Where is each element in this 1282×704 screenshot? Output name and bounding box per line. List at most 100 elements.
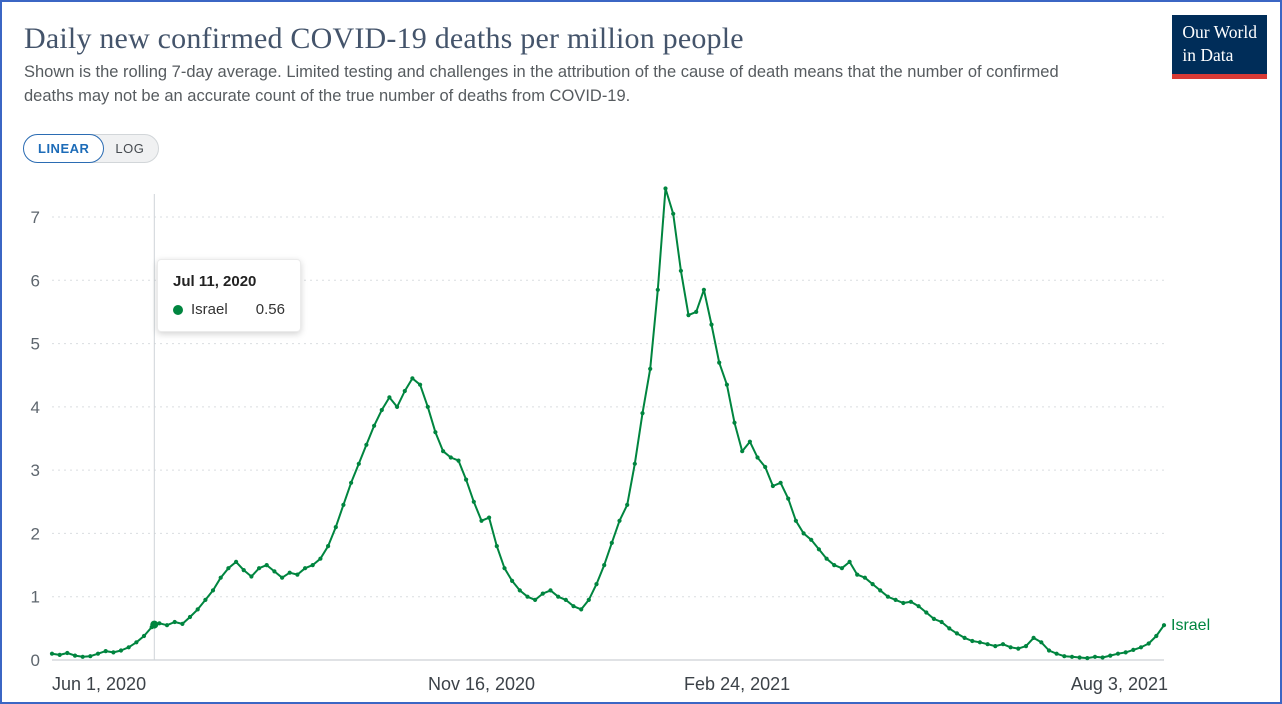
data-point[interactable] <box>456 458 461 463</box>
data-point[interactable] <box>602 563 607 568</box>
data-point[interactable] <box>648 366 653 371</box>
data-point[interactable] <box>916 604 921 609</box>
data-point[interactable] <box>901 600 906 606</box>
data-point[interactable] <box>609 540 614 545</box>
data-point[interactable] <box>494 544 499 549</box>
data-point[interactable] <box>180 621 185 626</box>
data-point[interactable] <box>778 480 783 485</box>
data-point[interactable] <box>579 607 584 612</box>
data-point[interactable] <box>678 268 684 273</box>
data-point[interactable] <box>885 594 891 599</box>
data-point[interactable] <box>134 640 139 645</box>
data-point[interactable] <box>893 597 898 602</box>
data-point[interactable] <box>72 653 78 658</box>
data-point[interactable] <box>272 569 277 574</box>
data-point[interactable] <box>1131 647 1136 652</box>
data-point[interactable] <box>1062 654 1067 659</box>
data-point[interactable] <box>1039 640 1044 645</box>
data-point[interactable] <box>962 635 967 640</box>
data-point[interactable] <box>502 566 507 571</box>
data-point[interactable] <box>295 572 300 577</box>
data-point[interactable] <box>732 420 737 425</box>
data-point[interactable] <box>1146 641 1151 646</box>
data-point[interactable] <box>625 502 630 507</box>
data-point[interactable] <box>1031 635 1036 640</box>
data-point[interactable] <box>1085 656 1090 661</box>
data-point[interactable] <box>701 287 707 292</box>
data-point[interactable] <box>1138 645 1144 650</box>
data-point[interactable] <box>525 594 530 599</box>
data-point[interactable] <box>264 563 269 568</box>
data-point[interactable] <box>441 449 446 454</box>
data-point[interactable] <box>349 480 354 485</box>
data-point[interactable] <box>832 563 837 568</box>
data-point[interactable] <box>249 574 254 579</box>
data-point[interactable] <box>993 644 998 649</box>
data-point[interactable] <box>1046 648 1052 653</box>
data-point[interactable] <box>172 619 177 625</box>
data-point[interactable] <box>947 626 952 631</box>
data-point[interactable] <box>671 211 676 216</box>
data-point[interactable] <box>855 572 860 577</box>
data-point[interactable] <box>663 186 668 191</box>
data-point[interactable] <box>226 566 231 571</box>
data-point[interactable] <box>924 610 929 615</box>
data-point[interactable] <box>862 575 868 580</box>
data-point[interactable] <box>801 531 806 536</box>
data-point[interactable] <box>1023 644 1029 649</box>
data-point[interactable] <box>740 449 745 454</box>
chart-plot[interactable]: 0 1 2 3 4 5 6 7 Jun 1, 2020 Nov 16, 2020 Feb 24, 2… <box>2 172 1282 704</box>
data-point[interactable] <box>594 582 599 587</box>
data-point[interactable] <box>755 455 760 460</box>
data-point[interactable] <box>464 477 469 482</box>
data-point[interactable] <box>356 461 361 466</box>
data-point[interactable] <box>341 502 346 507</box>
data-point[interactable] <box>939 619 944 625</box>
data-point[interactable] <box>103 649 108 654</box>
data-point[interactable] <box>164 623 170 628</box>
data-point[interactable] <box>387 395 392 400</box>
owid-logo[interactable]: Our World in Data <box>1172 15 1267 79</box>
data-point[interactable] <box>402 388 407 394</box>
data-point[interactable] <box>793 518 799 523</box>
data-point[interactable] <box>57 652 62 657</box>
data-point[interactable] <box>1069 654 1075 659</box>
data-point[interactable] <box>809 537 814 542</box>
data-point[interactable] <box>985 642 990 647</box>
data-point[interactable] <box>517 588 522 593</box>
data-point[interactable] <box>241 568 246 573</box>
data-point[interactable] <box>203 597 208 602</box>
data-point[interactable] <box>1092 654 1098 659</box>
data-point[interactable] <box>479 518 484 523</box>
data-point[interactable] <box>448 455 453 460</box>
data-point[interactable] <box>433 430 438 435</box>
data-point[interactable] <box>1054 651 1059 656</box>
data-point[interactable] <box>141 633 147 639</box>
data-point[interactable] <box>395 404 400 409</box>
data-point[interactable] <box>709 322 714 327</box>
data-point[interactable] <box>1115 651 1121 656</box>
data-point[interactable] <box>80 654 85 659</box>
data-point[interactable] <box>617 518 622 523</box>
data-point[interactable] <box>95 651 101 656</box>
data-point[interactable] <box>1008 645 1013 650</box>
data-point[interactable] <box>533 597 538 602</box>
data-point[interactable] <box>111 650 116 655</box>
series-end-label[interactable]: Israel <box>1171 617 1210 634</box>
data-point[interactable] <box>310 563 315 568</box>
data-point[interactable] <box>694 309 699 314</box>
data-point[interactable] <box>556 594 561 599</box>
data-point[interactable] <box>1154 633 1159 639</box>
data-point[interactable] <box>1161 623 1167 628</box>
data-point[interactable] <box>632 461 637 466</box>
data-point[interactable] <box>970 638 975 644</box>
data-point[interactable] <box>763 464 768 470</box>
data-point[interactable] <box>548 588 553 593</box>
data-point[interactable] <box>257 566 262 571</box>
data-point[interactable] <box>1108 653 1113 658</box>
data-point[interactable] <box>372 423 377 428</box>
data-point[interactable] <box>586 597 591 602</box>
data-point[interactable] <box>816 547 822 552</box>
data-point[interactable] <box>118 648 124 653</box>
data-point[interactable] <box>1016 646 1021 651</box>
